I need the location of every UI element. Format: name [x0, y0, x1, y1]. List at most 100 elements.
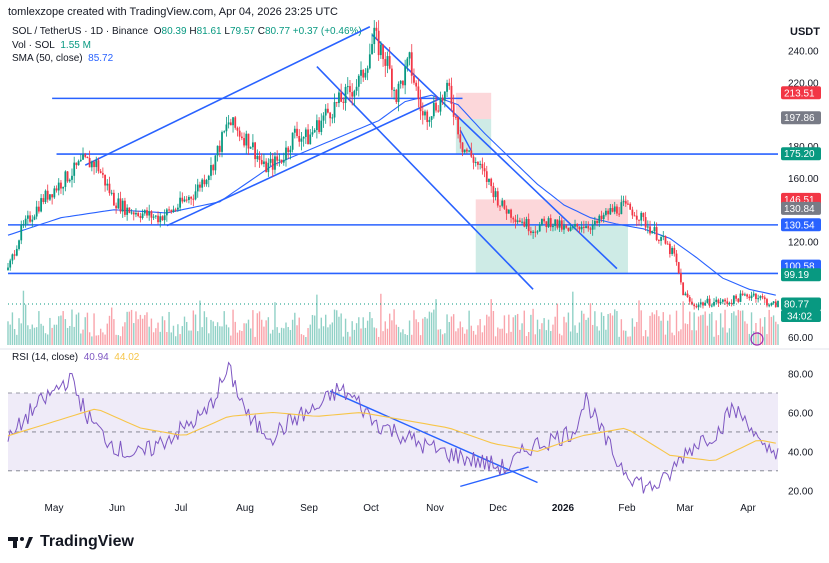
volume-bar [95, 335, 97, 345]
candle-body [699, 302, 702, 305]
candle-body [622, 201, 625, 203]
candle-body [249, 147, 252, 149]
candle-body [408, 52, 411, 59]
symbol-name[interactable]: SOL / TetherUS · 1D · Binance [12, 26, 149, 37]
candle-body [715, 299, 718, 302]
volume-bar [556, 303, 559, 345]
candle-body [441, 97, 444, 101]
countdown-label: 34:02 [787, 311, 812, 322]
volume-bar [388, 313, 391, 345]
candle-body [560, 220, 563, 230]
volume-bar [382, 331, 384, 345]
candle-body [382, 44, 384, 60]
volume-bar [625, 330, 627, 345]
volume-bar [697, 316, 700, 345]
price-tag-label: 197.86 [784, 113, 815, 124]
candle-body [141, 213, 144, 219]
volume-bar [499, 328, 501, 345]
volume-bar [497, 327, 499, 345]
candle-body [638, 219, 640, 221]
candle-body [483, 168, 486, 172]
volume-bar [274, 302, 276, 345]
volume-bar [622, 330, 625, 345]
volume-bar [450, 316, 453, 345]
candle-body [536, 231, 539, 233]
price-tag [781, 268, 821, 282]
candle-body [582, 226, 585, 229]
candle-body [593, 220, 596, 225]
candle-body [119, 198, 122, 212]
candle-body [479, 163, 482, 165]
candle-body [541, 218, 543, 225]
candle-body [71, 175, 73, 180]
volume-bar [508, 314, 510, 345]
candle-body [157, 215, 159, 223]
candle-body [468, 150, 471, 152]
sma-label[interactable]: SMA (50, close) [12, 53, 83, 64]
candle-body [174, 209, 177, 211]
volume-bar [338, 316, 340, 345]
volume-bar [746, 323, 748, 345]
candle-body [558, 220, 561, 228]
candle-body [510, 209, 512, 218]
x-axis-month-label: Apr [740, 503, 756, 514]
volume-bar [309, 324, 311, 345]
open-label: O [153, 26, 162, 37]
candle-body [616, 206, 618, 214]
volume-bar [468, 310, 470, 345]
x-axis-month-label: Dec [489, 503, 507, 514]
open-value: 80.39 [161, 26, 187, 37]
tradingview-logo[interactable]: TradingView [8, 533, 134, 551]
candle-body [419, 98, 422, 112]
volume-bar [439, 329, 442, 345]
candle-body [556, 219, 559, 228]
trend-line [84, 26, 371, 166]
volume-bar [256, 313, 259, 345]
candle-body [463, 149, 466, 153]
candle-body [695, 306, 698, 308]
price-tick-label: 60.00 [788, 333, 813, 344]
trend-line [166, 97, 441, 227]
volume-bar [340, 313, 342, 345]
candle-body [203, 179, 206, 185]
candle-body [644, 217, 647, 228]
volume-bar [561, 335, 563, 345]
candle-body [236, 127, 239, 131]
candle-body [750, 295, 753, 299]
x-axis-month-label: Mar [676, 503, 694, 514]
candle-body [229, 122, 232, 126]
volume-label[interactable]: Vol · SOL [12, 40, 55, 51]
volume-bar [530, 314, 532, 345]
volume-bar [73, 326, 75, 345]
volume-bar [225, 324, 228, 345]
volume-bar [210, 319, 212, 345]
candle-body [291, 132, 294, 150]
rsi-label[interactable]: RSI (14, close) [12, 352, 79, 363]
volume-bar [446, 314, 448, 345]
candle-body [772, 301, 775, 304]
volume-bar [552, 324, 554, 345]
candle-body [223, 131, 226, 133]
volume-bar [298, 317, 300, 345]
candle-body [514, 219, 517, 223]
candle-body [534, 231, 537, 233]
volume-bar [598, 330, 600, 345]
candle-body [307, 129, 309, 145]
candle-body [492, 186, 495, 198]
volume-bar [519, 329, 521, 345]
volume-bar [413, 310, 415, 345]
candle-body [461, 142, 464, 153]
volume-bar [280, 327, 283, 345]
volume-bar [351, 321, 353, 345]
candle-body [470, 150, 473, 157]
x-axis-month-label: 2026 [552, 503, 575, 514]
candle-body [770, 303, 773, 306]
candle-body [437, 110, 440, 112]
candle-body [33, 216, 36, 220]
volume-bar [327, 327, 329, 345]
volume-bar [289, 329, 292, 345]
volume-bar [108, 315, 111, 345]
volume-bar [40, 323, 42, 345]
candle-body [657, 239, 660, 241]
